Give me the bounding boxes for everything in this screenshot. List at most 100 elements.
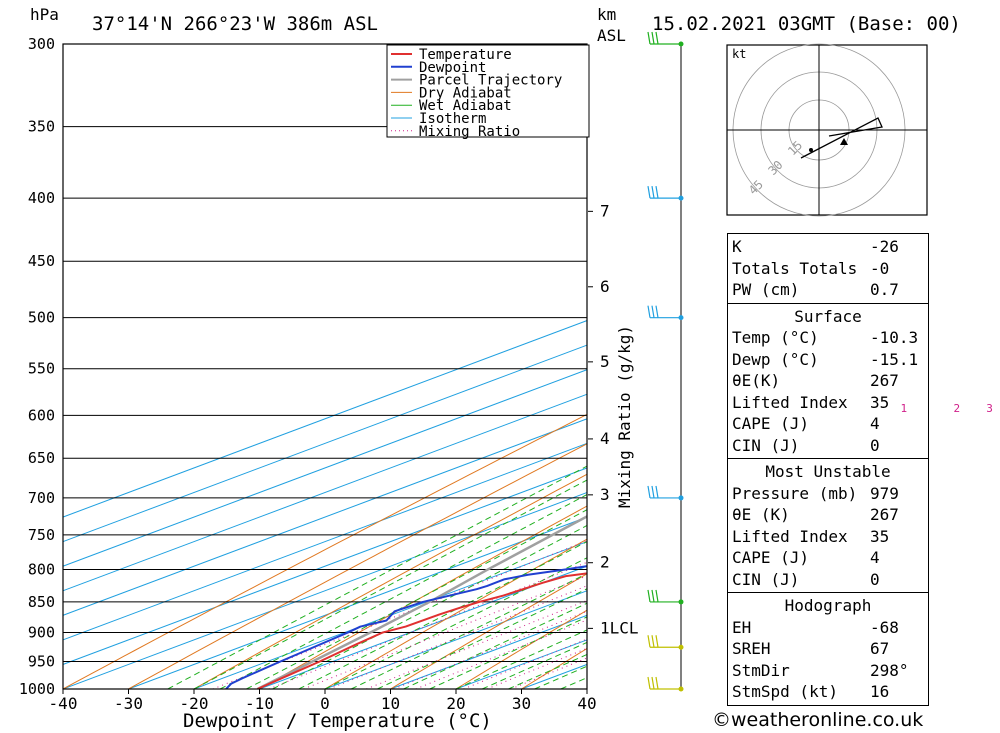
info-label: EH [732, 617, 752, 637]
info-label: CIN (J) [732, 435, 800, 455]
pressure-tick-label: 300 [28, 35, 55, 53]
wind-barb [647, 676, 681, 690]
info-row: Dewp (°C) -15.1 [732, 349, 924, 371]
info-value: 267 [870, 371, 899, 390]
hodograph-section: Hodograph EH -68 SREH 67 StmDir 298° StmSpd (k… [728, 593, 928, 705]
info-value: 4 [870, 414, 880, 433]
isotherm-line [63, 393, 587, 592]
indices-section: K -26 Totals Totals -0 PW (cm) 0.7 [728, 234, 928, 304]
wind-barb [647, 186, 681, 199]
wind-barb [647, 305, 681, 319]
temperature-tick-label: 30 [512, 694, 531, 713]
temperature-tick-label: -40 [49, 694, 78, 713]
pressure-tick-label: 350 [28, 118, 55, 136]
wind-barb [647, 589, 681, 603]
info-row: Pressure (mb) 979 [732, 483, 924, 505]
pressure-tick-label: 400 [28, 189, 55, 207]
surface-section: Surface Temp (°C) -10.3 Dewp (°C) -15.1 θE(K… [728, 304, 928, 459]
pressure-tick-label: 700 [28, 489, 55, 507]
pressure-tick-label: 950 [28, 653, 55, 671]
legend-label: Parcel Trajectory [419, 73, 562, 89]
info-row: CAPE (J) 4 [732, 547, 924, 569]
pressure-tick-label: 750 [28, 526, 55, 544]
info-value: 298° [870, 660, 909, 680]
height-tick-label: 4 [600, 429, 610, 448]
info-label: Lifted Index [732, 526, 848, 546]
hodograph-trace [800, 117, 883, 159]
temperature-tick-label: 0 [320, 694, 330, 713]
isotherm-line [63, 491, 587, 689]
hodograph-unit: kt [732, 47, 746, 61]
pressure-tick-label: 800 [28, 560, 55, 578]
info-value: 16 [870, 682, 890, 701]
storm-motion-marker [840, 138, 848, 145]
isotherm-line [63, 320, 587, 518]
wet-adiabat-line [272, 524, 587, 689]
wet-adiabat-line [219, 493, 587, 689]
dry-adiabat-line [455, 609, 587, 689]
info-value: -15.1 [870, 349, 919, 369]
pressure-tick-label: 550 [28, 360, 55, 378]
temperature-tick-label: -30 [114, 694, 143, 713]
info-row: Temp (°C) -10.3 [732, 327, 924, 349]
wet-adiabat-line [193, 479, 587, 689]
temperature-tick-label: -20 [180, 694, 209, 713]
info-row: K -26 [732, 236, 924, 258]
wind-barb [647, 635, 681, 648]
mixing-ratio-axis-title: Mixing Ratio (g/kg) [615, 325, 634, 508]
info-value: -68 [870, 617, 899, 637]
legend-label: Dry Adiabat [419, 85, 512, 101]
info-row: Lifted Index 35 [732, 526, 924, 548]
isotherm-line [63, 344, 587, 543]
surface-title: Surface [794, 306, 862, 326]
temperature-tick-label: -10 [245, 694, 274, 713]
dewpoint-line [225, 565, 587, 689]
dry-adiabat-line [390, 573, 587, 689]
info-label: PW (cm) [732, 280, 800, 299]
info-value: 35 [870, 392, 890, 412]
info-label: θE(K) [732, 371, 781, 390]
height-unit-km: km [597, 5, 616, 24]
dry-adiabat-line [980, 44, 1000, 689]
info-label: Temp (°C) [732, 328, 819, 347]
dry-adiabat-line [324, 538, 587, 689]
plot-frame [62, 43, 588, 690]
info-value: 0 [870, 435, 880, 455]
pressure-tick-label: 450 [28, 252, 55, 270]
legend-label: Dewpoint [419, 60, 486, 76]
info-value: -26 [870, 237, 899, 256]
wind-profile [647, 31, 684, 692]
info-label: CIN (J) [732, 569, 800, 589]
isotherm-line [63, 467, 587, 665]
info-label: SREH [732, 639, 771, 658]
x-axis-title: Dewpoint / Temperature (°C) [183, 710, 492, 732]
height-tick-label: 1LCL [600, 618, 639, 637]
hodograph-title: Hodograph [784, 596, 872, 615]
mixing-ratio-label: 3 [986, 402, 993, 415]
most-unstable-title: Most Unstable [765, 462, 891, 481]
info-label: Lifted Index [732, 392, 848, 412]
mixing-ratio-label: 2 [953, 402, 960, 415]
dry-adiabat-line [193, 473, 587, 689]
pressure-unit-label: hPa [30, 5, 59, 24]
info-row: EH -68 [732, 617, 924, 639]
info-label: StmDir [732, 660, 790, 680]
legend-box [386, 44, 590, 138]
info-row: StmDir 298° [732, 660, 924, 682]
pressure-tick-label: 900 [28, 624, 55, 642]
height-unit-asl: ASL [597, 26, 626, 45]
info-value: 267 [870, 505, 899, 524]
info-label: Totals Totals [732, 258, 858, 278]
info-label: StmSpd (kt) [732, 682, 838, 701]
temperature-tick-label: 10 [381, 694, 400, 713]
wet-adiabat-line [377, 588, 587, 689]
info-value: -0 [870, 258, 890, 278]
info-value: 0.7 [870, 280, 899, 299]
temperature-tick-label: 20 [446, 694, 465, 713]
info-label: CAPE (J) [732, 414, 810, 433]
height-tick-label: 5 [600, 352, 610, 371]
mixing-ratio-label: 1 [900, 402, 907, 415]
mixing-ratio-labels: 12346810162025 [900, 402, 993, 415]
